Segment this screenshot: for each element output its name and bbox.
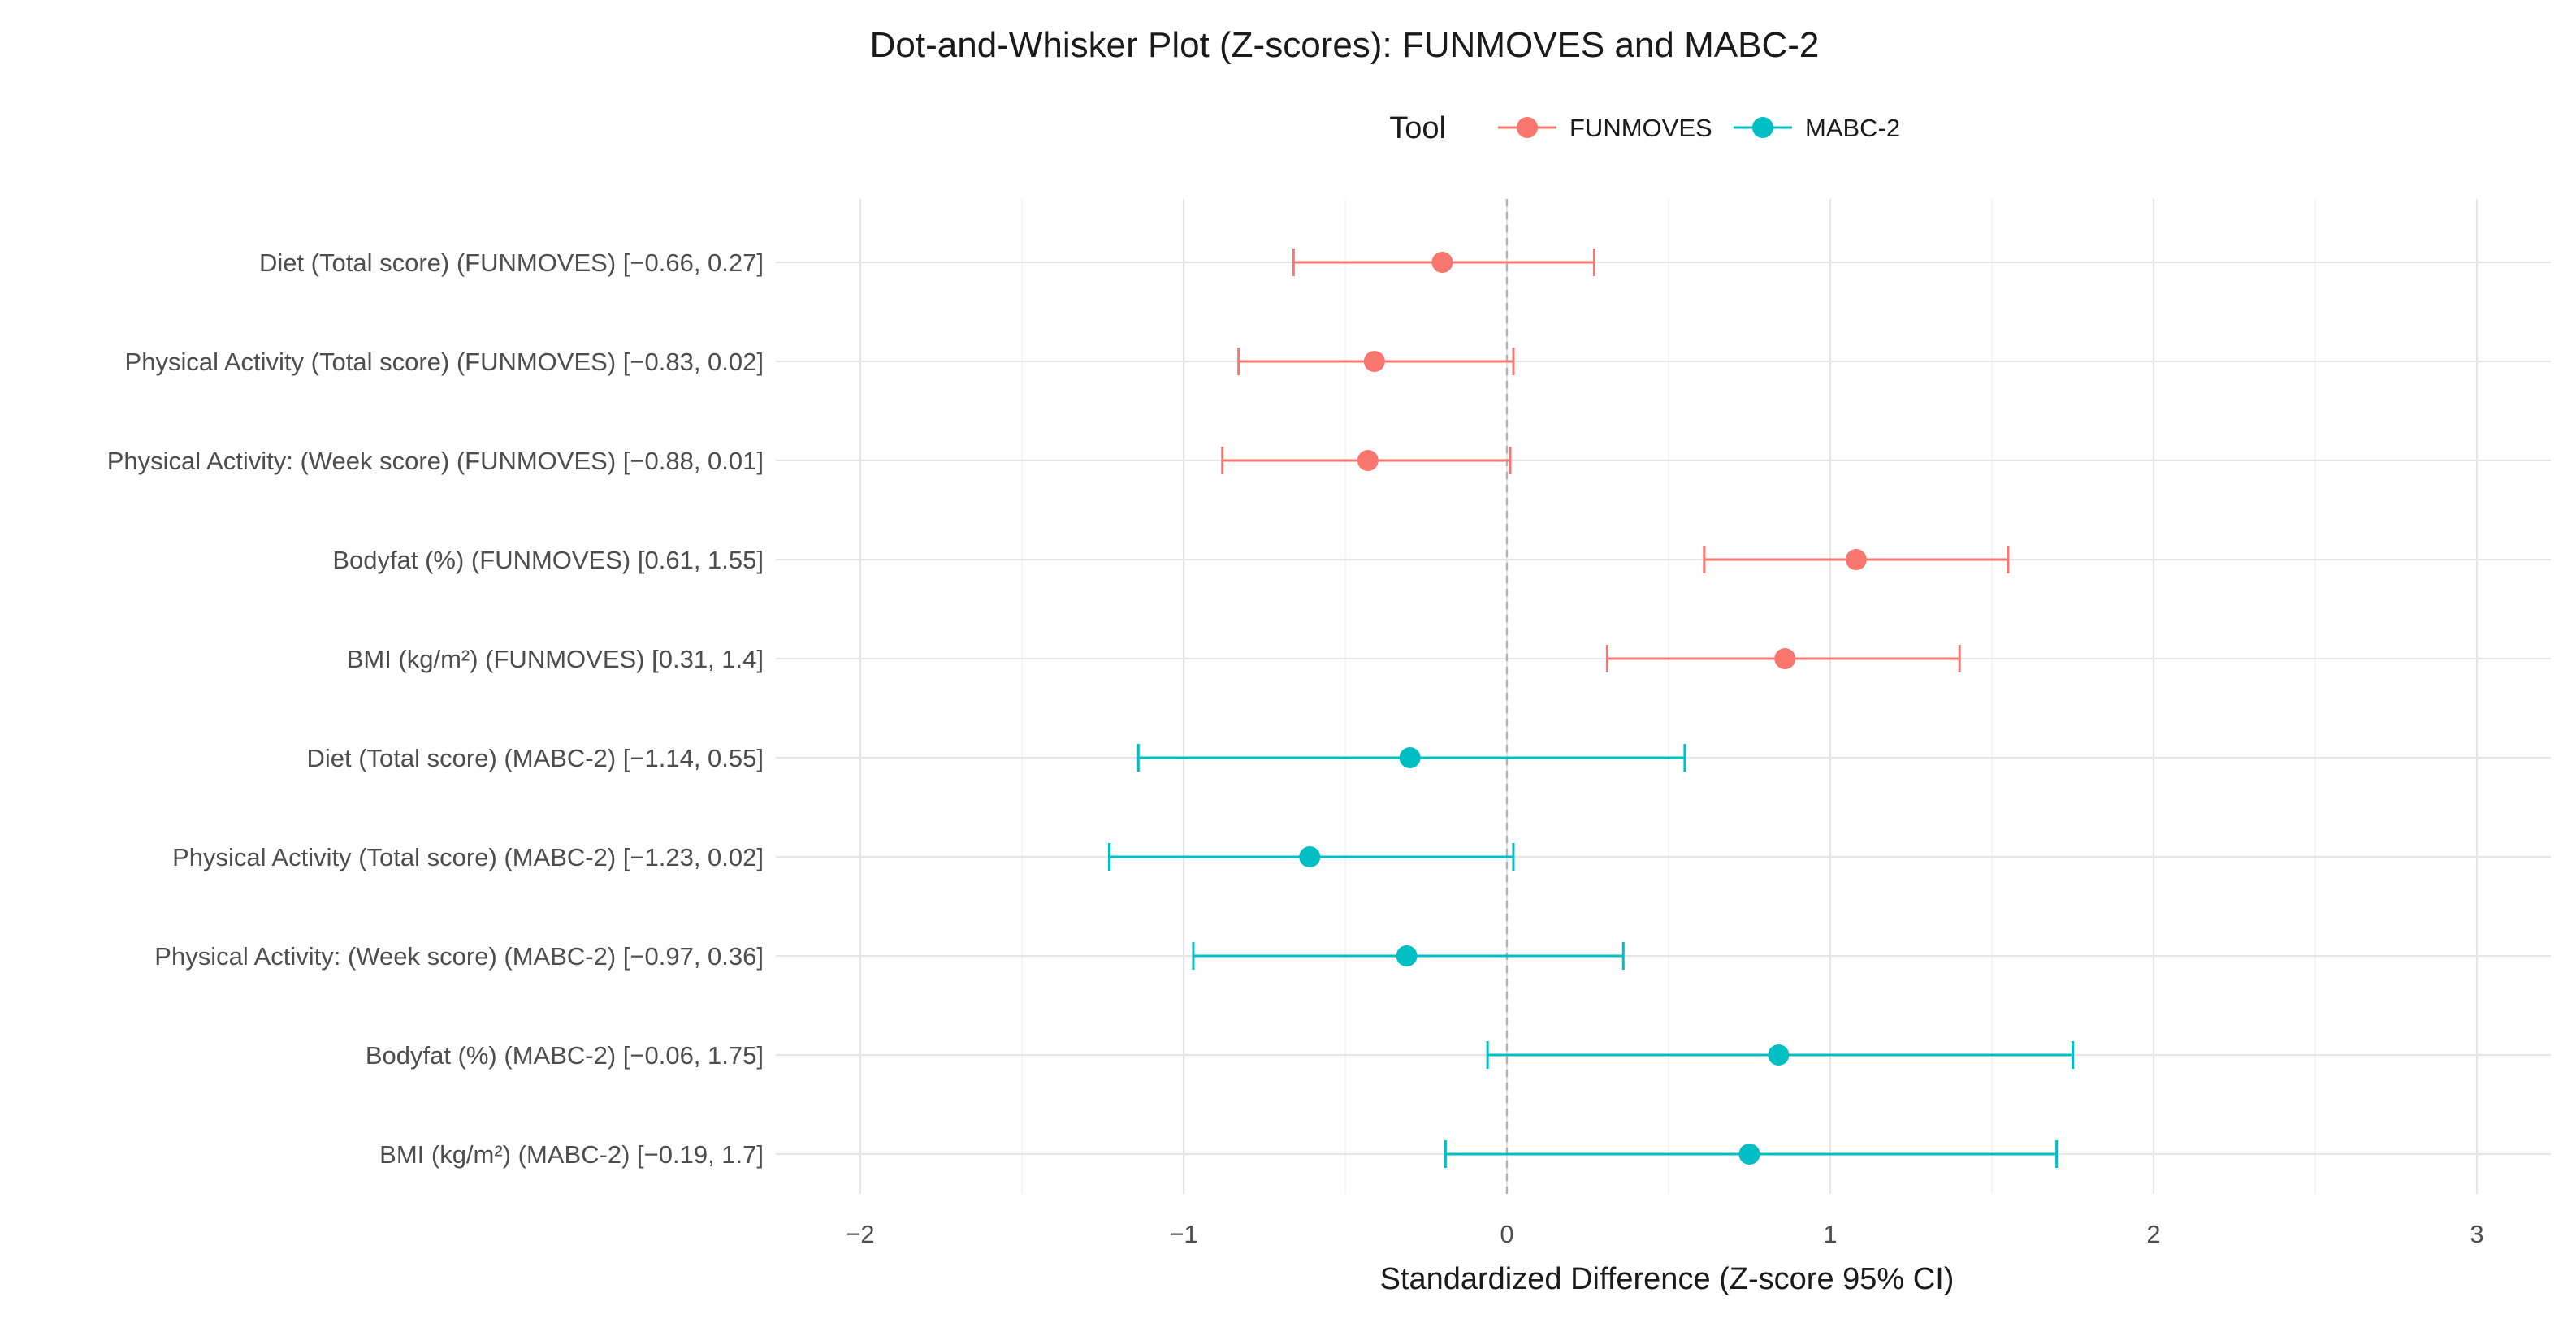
data-row-marks: [1136, 744, 1686, 772]
y-axis-label: Physical Activity (Total score) (FUNMOVE…: [125, 348, 764, 376]
x-axis-tick-labels: −2 −1 0 1 2 3: [846, 1220, 2483, 1248]
x-tick-label: 0: [1500, 1220, 1513, 1248]
x-tick-label: 2: [2146, 1220, 2160, 1248]
x-tick-label: −2: [846, 1220, 874, 1248]
legend-entry-label: FUNMOVES: [1569, 114, 1712, 142]
estimate-point: [1768, 1044, 1790, 1066]
estimate-point: [1399, 747, 1421, 768]
y-axis-label: Diet (Total score) (FUNMOVES) [−0.66, 0.…: [259, 249, 764, 277]
data-row-marks: [1237, 348, 1515, 375]
legend-entry: MABC-2: [1734, 114, 1900, 142]
legend-key-point: [1752, 117, 1773, 138]
legend-entries: FUNMOVES MABC-2: [1498, 114, 1900, 142]
data-row-marks: [1444, 1140, 2059, 1168]
y-axis-label: Diet (Total score) (MABC-2) [−1.14, 0.55…: [306, 744, 764, 772]
x-axis-title: Standardized Difference (Z-score 95% CI): [1380, 1262, 1955, 1296]
data-row-marks: [1605, 645, 1961, 672]
estimate-point: [1738, 1144, 1760, 1165]
y-axis-label: Physical Activity (Total score) (MABC-2)…: [172, 843, 764, 871]
y-axis-label: Physical Activity: (Week score) (MABC-2)…: [154, 942, 764, 971]
data-row-marks: [1703, 546, 2010, 573]
legend-key-point: [1517, 117, 1538, 138]
y-axis-label: BMI (kg/m²) (FUNMOVES) [0.31, 1.4]: [347, 645, 764, 673]
y-axis-label: Bodyfat (%) (FUNMOVES) [0.61, 1.55]: [332, 546, 764, 574]
data-row-marks: [1292, 249, 1595, 276]
x-tick-label: 1: [1823, 1220, 1837, 1248]
estimate-point: [1396, 945, 1418, 966]
estimate-point: [1363, 351, 1385, 372]
data-row-marks: [1192, 942, 1625, 970]
y-axis-label: Physical Activity: (Week score) (FUNMOVE…: [107, 447, 764, 475]
data-row-marks: [1221, 447, 1512, 474]
estimate-point: [1431, 252, 1453, 273]
legend-title: Tool: [1389, 111, 1446, 145]
legend: Tool FUNMOVES MABC-2: [1389, 111, 1900, 145]
legend-entry-label: MABC-2: [1805, 114, 1900, 142]
data-row-marks: [1486, 1041, 2074, 1069]
chart-marks: [1107, 249, 2074, 1168]
y-axis-label: BMI (kg/m²) (MABC-2) [−0.19, 1.7]: [379, 1140, 764, 1169]
estimate-point: [1845, 549, 1867, 570]
x-tick-label: 3: [2470, 1220, 2483, 1248]
estimate-point: [1357, 450, 1379, 471]
legend-entry: FUNMOVES: [1498, 114, 1712, 142]
estimate-point: [1299, 846, 1321, 867]
y-axis-label: Bodyfat (%) (MABC-2) [−0.06, 1.75]: [366, 1041, 764, 1070]
x-tick-label: −1: [1169, 1220, 1197, 1248]
estimate-point: [1774, 648, 1796, 669]
y-axis-labels: Diet (Total score) (FUNMOVES) [−0.66, 0.…: [107, 249, 764, 1169]
chart-title: Dot-and-Whisker Plot (Z-scores): FUNMOVE…: [870, 25, 1820, 65]
data-row-marks: [1107, 843, 1515, 871]
